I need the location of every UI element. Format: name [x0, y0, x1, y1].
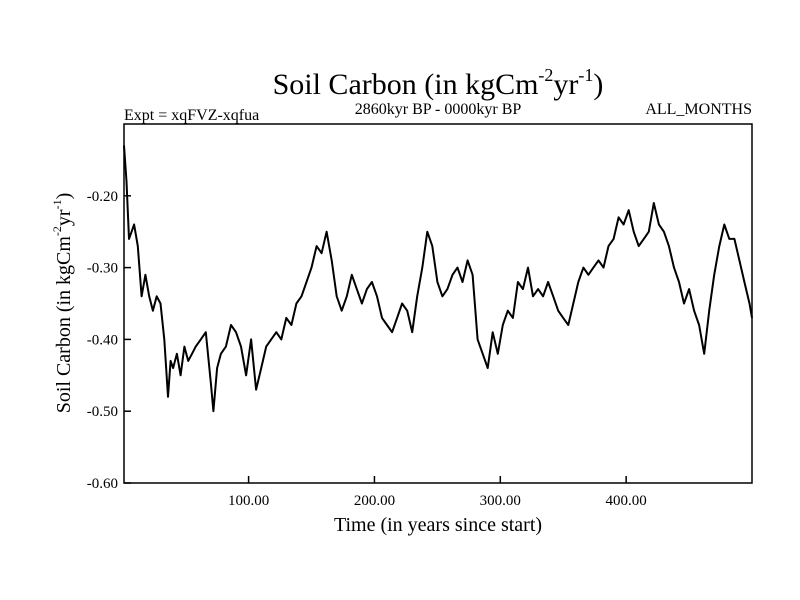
- y-tick-label: -0.50: [87, 404, 118, 420]
- y-tick-label: -0.20: [87, 189, 118, 205]
- y-tick-label: -0.60: [87, 476, 118, 492]
- x-tick-label: 200.00: [354, 493, 395, 509]
- y-tick-label: -0.40: [87, 332, 118, 348]
- months-label: ALL_MONTHS: [645, 101, 752, 118]
- series-line-soil-carbon: [123, 145, 753, 413]
- x-tick-label: 400.00: [606, 493, 647, 509]
- time-range-label: 2860kyr BP - 0000kyr BP: [355, 101, 522, 118]
- x-axis-ticks: 100.00 200.00 300.00 400.00: [228, 476, 647, 509]
- x-tick-label: 300.00: [480, 493, 521, 509]
- y-axis-label: Soil Carbon (in kgCm-2yr-1): [50, 193, 75, 414]
- x-axis-label: Time (in years since start): [334, 514, 542, 536]
- y-tick-label: -0.30: [87, 261, 118, 277]
- chart-title: Soil Carbon (in kgCm-2yr-1): [273, 65, 604, 101]
- y-axis-ticks: -0.60 -0.50 -0.40 -0.30 -0.20: [87, 189, 131, 492]
- x-tick-label: 100.00: [228, 493, 269, 509]
- experiment-label: Expt = xqFVZ-xqfua: [124, 107, 259, 124]
- plot-frame: [123, 123, 753, 484]
